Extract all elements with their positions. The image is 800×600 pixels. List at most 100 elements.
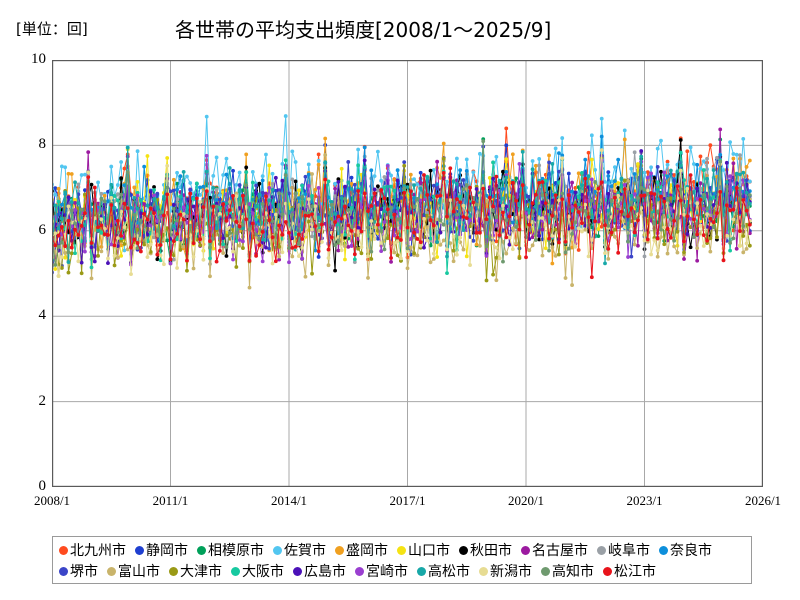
series-marker: [237, 183, 242, 187]
legend-item-高知市[interactable]: 高知市: [541, 565, 594, 579]
series-marker: [550, 198, 555, 203]
series-marker: [208, 256, 212, 261]
series-marker: [260, 201, 265, 206]
series-marker: [668, 183, 673, 188]
series-marker: [366, 225, 370, 230]
legend-item-堺市[interactable]: 堺市: [59, 565, 98, 579]
series-marker: [306, 184, 311, 188]
legend-item-label: 静岡市: [146, 542, 188, 559]
series-marker: [543, 222, 548, 227]
series-marker: [517, 256, 522, 260]
series-marker: [168, 189, 173, 194]
series-marker: [639, 149, 644, 153]
series-marker: [224, 156, 229, 161]
series-marker: [491, 241, 495, 245]
series-marker: [609, 184, 614, 189]
series-marker: [221, 242, 226, 247]
series-marker: [514, 241, 519, 246]
series-marker: [530, 167, 535, 172]
series-marker: [550, 245, 555, 250]
series-marker: [451, 248, 456, 253]
series-marker: [185, 210, 189, 215]
series-marker: [310, 227, 314, 232]
series-marker: [606, 208, 611, 213]
series-marker: [336, 177, 341, 182]
legend-item-大津市[interactable]: 大津市: [169, 565, 222, 579]
series-marker: [138, 211, 143, 216]
legend-item-宮崎市[interactable]: 宮崎市: [355, 565, 408, 579]
series-marker: [165, 238, 170, 243]
legend-item-北九州市[interactable]: 北九州市: [59, 544, 126, 558]
series-marker: [454, 252, 459, 257]
series-marker: [270, 171, 275, 176]
series-marker: [711, 168, 716, 173]
series-marker: [102, 226, 107, 231]
series-marker: [520, 183, 525, 188]
series-marker: [76, 259, 81, 264]
series-marker: [79, 239, 84, 244]
legend-item-新潟市[interactable]: 新潟市: [479, 565, 532, 579]
legend-item-松江市[interactable]: 松江市: [603, 565, 656, 579]
series-marker: [540, 227, 545, 232]
legend-item-静岡市[interactable]: 静岡市: [135, 544, 188, 558]
series-marker: [655, 236, 660, 241]
series-marker: [698, 186, 703, 191]
legend-item-岐阜市[interactable]: 岐阜市: [597, 544, 650, 558]
series-marker: [53, 267, 58, 271]
legend-item-山口市[interactable]: 山口市: [397, 544, 450, 558]
series-marker: [438, 230, 443, 235]
series-marker: [73, 201, 77, 205]
series-marker: [540, 176, 545, 181]
series-marker: [461, 203, 466, 208]
legend-item-富山市[interactable]: 富山市: [107, 565, 160, 579]
series-marker: [573, 190, 578, 195]
series-marker: [152, 197, 156, 202]
series-marker: [125, 206, 130, 211]
series-marker: [254, 253, 258, 258]
series-marker: [705, 207, 709, 211]
series-marker: [300, 245, 305, 250]
series-marker: [158, 243, 163, 247]
series-marker: [96, 180, 100, 185]
series-marker: [606, 223, 611, 228]
series-marker: [178, 248, 183, 252]
series-marker: [576, 226, 581, 231]
series-marker: [59, 216, 64, 221]
series-marker: [138, 249, 143, 254]
series-marker: [580, 221, 584, 226]
series-marker: [583, 176, 588, 181]
series-marker: [56, 274, 61, 279]
series-marker: [385, 207, 390, 212]
series-marker: [543, 179, 548, 183]
series-marker: [484, 254, 489, 258]
series-marker: [112, 253, 117, 258]
series-marker: [678, 150, 683, 155]
series-marker: [59, 164, 64, 169]
legend-item-高松市[interactable]: 高松市: [417, 565, 470, 579]
legend-item-秋田市[interactable]: 秋田市: [459, 544, 512, 558]
series-marker: [481, 186, 486, 191]
legend-item-大阪市[interactable]: 大阪市: [231, 565, 284, 579]
legend-item-広島市[interactable]: 広島市: [293, 565, 346, 579]
series-marker: [688, 245, 693, 250]
series-marker: [366, 209, 370, 214]
series-marker: [682, 203, 686, 208]
series-marker: [583, 198, 588, 203]
series-marker: [359, 229, 364, 234]
legend-item-相模原市[interactable]: 相模原市: [197, 544, 264, 558]
legend-item-盛岡市[interactable]: 盛岡市: [335, 544, 388, 558]
series-marker: [652, 175, 657, 180]
legend-item-奈良市[interactable]: 奈良市: [659, 544, 712, 558]
legend-item-label: 盛岡市: [346, 542, 388, 559]
series-marker: [254, 183, 258, 188]
series-marker: [145, 154, 150, 158]
legend-item-名古屋市[interactable]: 名古屋市: [521, 544, 588, 558]
series-marker: [593, 179, 598, 184]
series-marker: [682, 239, 686, 244]
series-marker: [83, 211, 87, 216]
series-marker: [721, 258, 726, 263]
series-marker: [283, 220, 288, 224]
series-marker: [148, 249, 153, 254]
legend-item-佐賀市[interactable]: 佐賀市: [273, 544, 326, 558]
legend-marker-icon: [273, 546, 282, 555]
